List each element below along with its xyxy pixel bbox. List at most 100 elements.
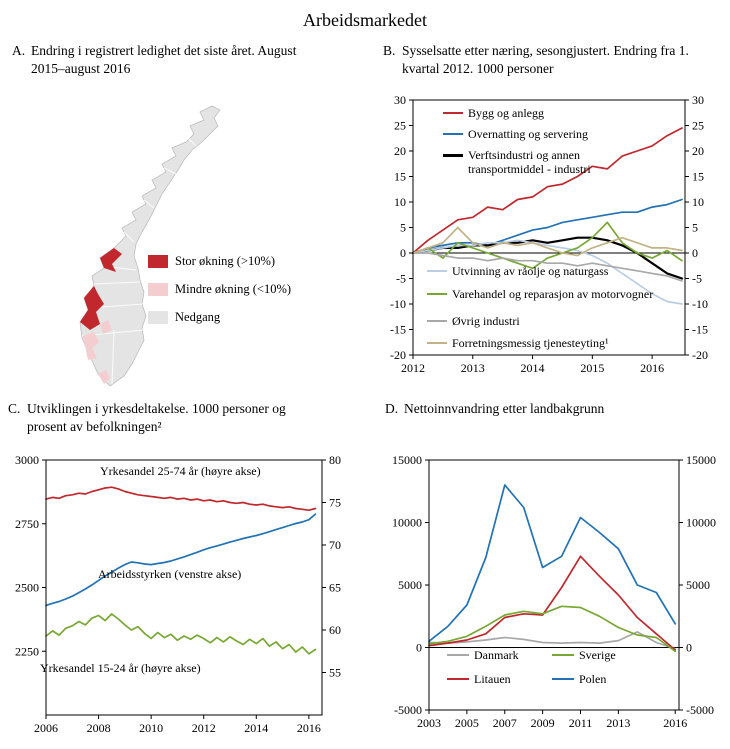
series-line-5 [412,252,683,282]
panel-c-letter: C. [8,401,21,416]
panel-b-letter: B. [383,43,396,58]
figure-title: Arbeidsmarkedet [303,10,427,30]
green-line-sample-icon [427,293,447,296]
series-line-3 [412,239,683,305]
legend-label: Utvinning av råolje og naturgass [452,264,609,278]
series-line-6 [412,226,683,257]
series-line-0 [45,486,317,512]
legend-item-bygg-og-anlegg: Bygg og anlegg [443,106,544,120]
map-legend: Stor økning (>10%) Mindre økning (<10%) … [148,254,291,338]
y-tick-label-left: 25 [394,119,406,133]
panel-b-title-text: Sysselsatte etter næring, sesongjustert.… [402,43,689,76]
map-region-mindre-okning-3 [98,370,110,384]
y-tick-label-right: 5 [692,221,698,235]
x-tick-label: 2016 [297,721,321,735]
red-line-sample-icon [443,112,463,115]
y-tick-label-right: 80 [329,453,341,467]
series-line-4 [412,221,683,270]
y-tick-label-right: 10000 [686,516,716,530]
x-tick-label: 2009 [531,716,555,730]
norway-map-canvas [79,105,221,387]
panel-b: B. Sysselsatte etter næring, sesongjuste… [383,42,728,398]
legend-item-litauen: Litauen [447,672,511,686]
x-tick-label: 2014 [521,361,545,375]
x-tick-label: 2012 [401,361,425,375]
y-tick-label-left: 15000 [392,453,422,467]
y-tick-label-right: -5000 [686,703,714,717]
x-tick-label: 2010 [139,721,163,735]
y-tick-label-right: -10 [692,297,708,311]
panel-c-title: C. Utviklingen i yrkesdeltakelse. 1000 p… [8,400,306,436]
black-line-sample-icon [443,154,463,158]
map-legend-label: Stor økning (>10%) [175,254,276,268]
panel-d-title: D. Nettoinnvandring etter landbakgrunn [385,400,725,418]
chart-c: 2250 2500 2750 3000 55 60 65 70 75 80 2006 2008 2010… [10,448,355,748]
panel-d-title-text: Nettoinnvandring etter landbakgrunn [404,401,605,416]
y-tick-label-left: 20 [394,144,406,158]
map-legend-item-nedgang: Nedgang [148,310,291,325]
panel-a-letter: A. [12,43,26,58]
chart-c-canvas: 2250 2500 2750 3000 55 60 65 70 75 80 2006 2008 2010… [15,453,341,735]
panel-c: C. Utviklingen i yrkesdeltakelse. 1000 p… [8,400,360,745]
y-tick-label-right: 75 [329,496,341,510]
y-tick-label-left: -20 [390,348,406,362]
legend-item-varehandel: Varehandel og reparasjon av motorvogner [427,287,653,301]
y-tick-label-right: 60 [329,623,341,637]
y-tick-label-left: 15 [394,170,406,184]
legend-label: Sverige [579,648,616,662]
y-tick-label-left: 10000 [392,516,422,530]
x-tick-label: 2005 [455,716,479,730]
legend-item-sverige: Sverige [552,648,616,662]
x-tick-label: 2013 [606,716,630,730]
y-tick-label-right: -15 [692,323,708,337]
y-tick-label-left: -10 [390,297,406,311]
tan-line-sample-icon [427,342,447,345]
panel-d-letter: D. [385,401,399,416]
series-line-2 [428,605,677,653]
y-tick-label-right: 55 [329,666,341,680]
y-tick-label-right: 15 [692,170,704,184]
y-tick-label-right: 0 [686,641,692,655]
y-tick-label-left: -5 [396,272,406,286]
blue-line-sample-icon [443,133,463,136]
x-tick-label: 2007 [493,716,517,730]
green-line-sample-icon [552,654,574,657]
y-tick-label-left: 0 [400,246,406,260]
series-line-2 [45,613,317,655]
map-legend-item-stor-okning: Stor økning (>10%) [148,254,291,269]
x-tick-label: 2012 [192,721,216,735]
y-tick-label-right: 30 [692,93,704,107]
legend-label: Forretningsmessig tjenesteyting¹ [452,336,609,350]
x-tick-label: 2008 [87,721,111,735]
y-tick-label-left: 3000 [15,453,39,467]
y-tick-label-left: 5000 [398,578,422,592]
gray-line-sample-icon [427,320,447,323]
y-tick-label-left: -5000 [394,703,422,717]
legend-item-ovrig-industri: Øvrig industri [427,314,520,328]
y-tick-label-left: 2250 [15,644,39,658]
y-tick-label-right: -20 [692,348,708,362]
red-line-sample-icon [447,678,469,681]
y-tick-label-right: 15000 [686,453,716,467]
panel-a-title: A. Endring i registrert ledighet det sis… [12,42,324,78]
x-tick-label: 2006 [34,721,58,735]
series-label-arbeidsstyrken: Arbeidsstyrken (venstre akse) [98,567,242,581]
series-line-0 [412,127,683,254]
chart-b-canvas: -20 -15 -10 -5 0 5 10 15 20 25 30 -20 -15 -10 -5 0 5 10 15… [390,93,708,375]
y-tick-label-right: 0 [692,246,698,260]
y-tick-label-right: 20 [692,144,704,158]
panel-a: A. Endring i registrert ledighet det sis… [12,42,360,398]
map-region-stor-okning-2 [80,286,104,330]
y-tick-label-right: 25 [692,119,704,133]
gray-line-sample-icon [447,654,469,657]
lightblue-line-sample-icon [427,270,447,273]
map-region-mindre-okning-2 [100,320,112,334]
y-tick-label-left: 2750 [15,517,39,531]
y-tick-label-left: 0 [416,641,422,655]
chart-d: -5000 0 5000 10000 15000 -5000 0 5000 10000 15000… [387,448,730,748]
panel-b-title: B. Sysselsatte etter næring, sesongjuste… [383,42,695,78]
y-tick-label-left: -15 [390,323,406,337]
y-tick-label-right: 70 [329,538,341,552]
x-tick-label: 2003 [417,716,441,730]
